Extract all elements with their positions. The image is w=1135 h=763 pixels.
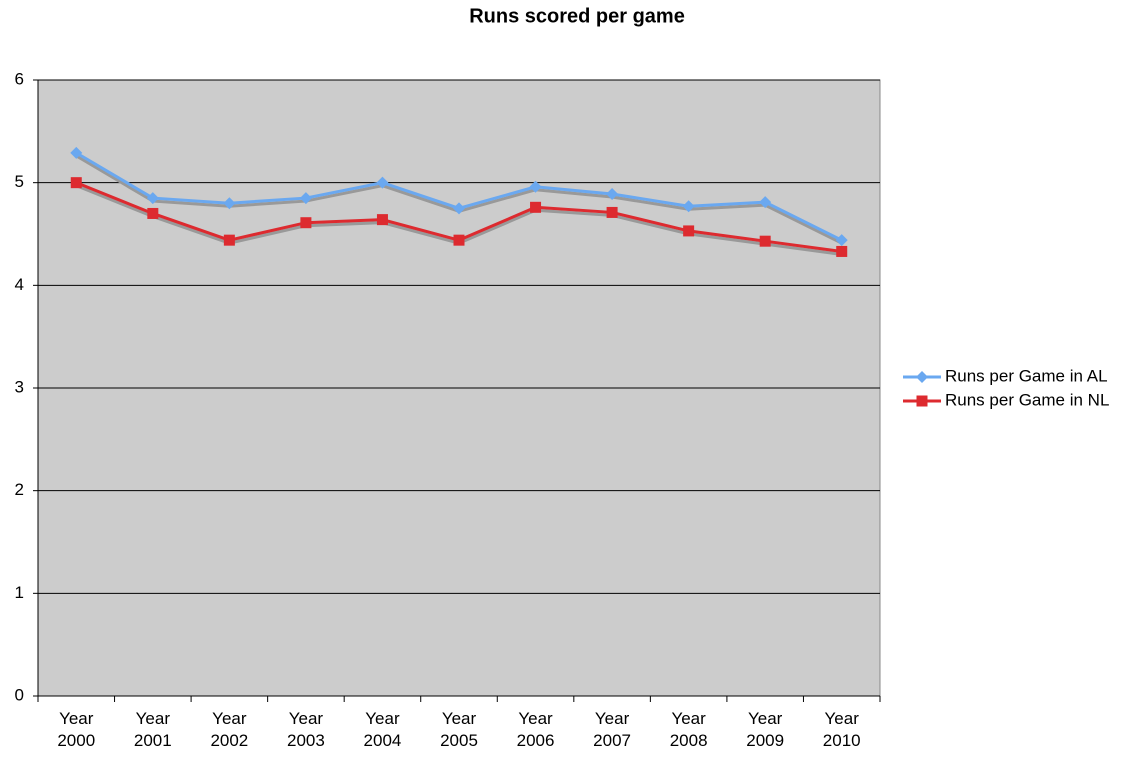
x-tick-label: Year 2003: [286, 709, 325, 750]
marker: [299, 192, 312, 205]
y-tick-label: 6: [15, 69, 24, 88]
marker: [759, 235, 771, 247]
x-tick-label: Year 2002: [210, 709, 249, 750]
x-tick-label: Year 2007: [593, 709, 631, 750]
x-tick-label: Year 2008: [669, 709, 708, 750]
marker: [376, 214, 388, 226]
chart-title: Runs scored per game: [469, 5, 685, 27]
marker: [682, 200, 695, 213]
x-tick-label: Year 2006: [516, 709, 555, 750]
x-tick-label: Year 2009: [746, 709, 785, 750]
marker: [147, 207, 159, 219]
legend-marker: [916, 395, 928, 407]
marker: [759, 196, 772, 209]
marker: [453, 202, 465, 215]
marker: [223, 197, 236, 210]
marker: [223, 234, 235, 246]
legend-label: Runs per Game in AL: [945, 366, 1108, 385]
y-tick-label: 0: [15, 685, 24, 704]
marker: [453, 234, 465, 246]
legend-marker: [916, 371, 928, 383]
marker: [606, 187, 619, 200]
marker: [376, 176, 389, 189]
x-tick-label: Year 2000: [57, 709, 96, 750]
marker: [300, 217, 312, 229]
y-tick-label: 2: [15, 480, 24, 499]
marker: [70, 177, 82, 189]
legend-label: Runs per Game in NL: [945, 390, 1109, 409]
x-tick-label: Year 2004: [363, 709, 402, 750]
marker: [836, 245, 848, 257]
marker: [70, 146, 83, 159]
marker: [683, 225, 695, 237]
marker: [530, 201, 542, 213]
y-tick-label: 1: [15, 583, 24, 602]
marker: [606, 206, 618, 218]
y-tick-label: 3: [15, 377, 24, 396]
y-tick-label: 4: [15, 275, 24, 294]
marker: [529, 180, 542, 193]
x-tick-label: Year 2001: [133, 709, 172, 750]
marker: [146, 192, 159, 205]
marker: [835, 234, 848, 247]
x-tick-label: Year 2005: [440, 709, 478, 750]
x-tick-label: Year 2010: [822, 709, 861, 750]
y-tick-label: 5: [15, 172, 24, 191]
